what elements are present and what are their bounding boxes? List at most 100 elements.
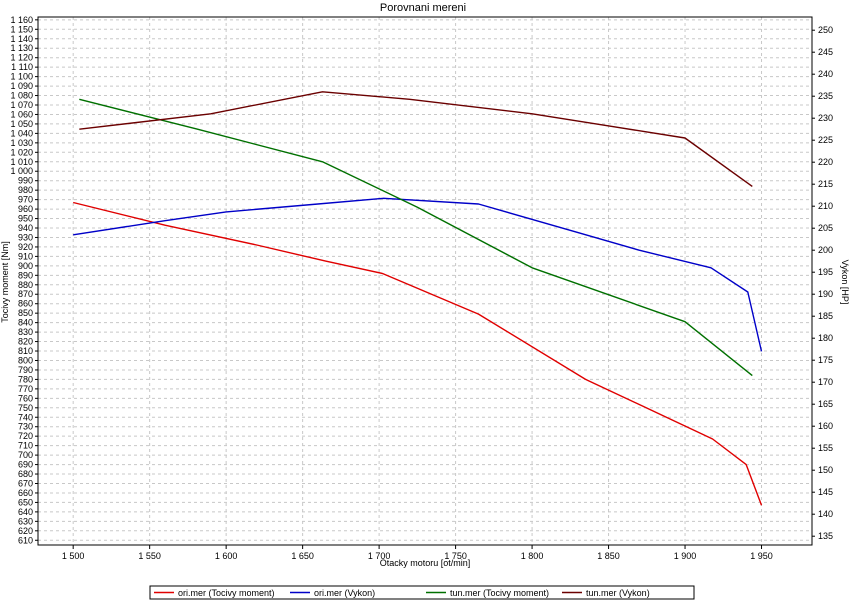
y-right-tick-label: 250 xyxy=(818,25,833,35)
y-right-tick-label: 185 xyxy=(818,311,833,321)
y-axis-right: 135 140 145 150 155 160 165 170 175 180 185 190 195 2… xyxy=(812,25,833,541)
y-left-tick-label: 740 xyxy=(18,412,33,422)
y-left-tick-label: 830 xyxy=(18,327,33,337)
y-right-tick-label: 225 xyxy=(818,135,833,145)
y-left-tick-label: 620 xyxy=(18,526,33,536)
y-left-tick-label: 730 xyxy=(18,422,33,432)
y-right-tick-label: 190 xyxy=(818,289,833,299)
legend-label: tun.mer (Vykon) xyxy=(586,588,650,598)
legend-label: ori.mer (Tocivy moment) xyxy=(178,588,275,598)
legend: ori.mer (Tocivy moment) ori.mer (Vykon) tu… xyxy=(154,588,650,598)
y-left-tick-label: 720 xyxy=(18,431,33,441)
y-right-tick-label: 220 xyxy=(818,157,833,167)
y-left-tick-label: 670 xyxy=(18,478,33,488)
y-left-tick-label: 1 120 xyxy=(10,53,33,63)
y-right-tick-label: 160 xyxy=(818,421,833,431)
y-left-tick-label: 1 100 xyxy=(10,72,33,82)
y-left-tick-label: 870 xyxy=(18,289,33,299)
y-left-tick-label: 940 xyxy=(18,223,33,233)
y-left-tick-label: 980 xyxy=(18,185,33,195)
legend-label: tun.mer (Tocivy moment) xyxy=(450,588,549,598)
y-left-tick-label: 840 xyxy=(18,318,33,328)
y-right-tick-label: 140 xyxy=(818,509,833,519)
y-right-tick-label: 205 xyxy=(818,223,833,233)
y-left-tick-label: 1 130 xyxy=(10,43,33,53)
plot-frame xyxy=(37,16,813,546)
y-left-tick-label: 860 xyxy=(18,299,33,309)
y-right-tick-label: 210 xyxy=(818,201,833,211)
y-right-tick-label: 195 xyxy=(818,267,833,277)
grid xyxy=(38,17,812,545)
y-right-tick-label: 200 xyxy=(818,245,833,255)
y-left-tick-label: 710 xyxy=(18,441,33,451)
y-left-tick-label: 1 000 xyxy=(10,166,33,176)
y-left-tick-label: 960 xyxy=(18,204,33,214)
y-right-tick-label: 170 xyxy=(818,377,833,387)
y-left-tick-label: 950 xyxy=(18,214,33,224)
y-right-tick-label: 175 xyxy=(818,355,833,365)
y-right-tick-label: 145 xyxy=(818,487,833,497)
y-left-tick-label: 1 050 xyxy=(10,119,33,129)
x-tick-label: 1 850 xyxy=(597,551,620,561)
series-line-2 xyxy=(73,197,763,352)
y-left-tick-label: 900 xyxy=(18,261,33,271)
x-tick-label: 1 600 xyxy=(215,551,238,561)
y-left-tick-label: 650 xyxy=(18,497,33,507)
y-left-tick-label: 990 xyxy=(18,176,33,186)
x-axis: 1 500 1 550 1 600 1 650 1 700 1 750 1 800 1 850… xyxy=(62,545,773,561)
y-left-tick-label: 910 xyxy=(18,251,33,261)
y-right-tick-label: 240 xyxy=(818,69,833,79)
y-left-tick-label: 1 070 xyxy=(10,100,33,110)
y-left-tick-label: 810 xyxy=(18,346,33,356)
y-left-tick-label: 790 xyxy=(18,365,33,375)
y-axis-left: 6106206306406506606706806907007107207307… xyxy=(10,15,38,545)
y-left-tick-label: 1 160 xyxy=(10,15,33,25)
y-left-tick-label: 690 xyxy=(18,460,33,470)
y-left-tick-label: 1 010 xyxy=(10,157,33,167)
legend-label: ori.mer (Vykon) xyxy=(314,588,375,598)
y-right-tick-label: 155 xyxy=(818,443,833,453)
x-tick-label: 1 650 xyxy=(291,551,314,561)
y-left-tick-label: 750 xyxy=(18,403,33,413)
y-axis-right-title: Vykon [HP] xyxy=(840,260,849,305)
y-left-tick-label: 680 xyxy=(18,469,33,479)
x-tick-label: 1 900 xyxy=(674,551,697,561)
x-tick-label: 1 550 xyxy=(138,551,161,561)
y-right-tick-label: 235 xyxy=(818,91,833,101)
series-line-4 xyxy=(79,91,753,187)
y-left-tick-label: 610 xyxy=(18,535,33,545)
legend-box xyxy=(149,585,695,600)
y-left-tick-label: 630 xyxy=(18,516,33,526)
series-line-1 xyxy=(73,201,763,506)
y-left-tick-label: 1 150 xyxy=(10,24,33,34)
x-axis-title: Otacky motoru [ot/min] xyxy=(380,558,471,568)
y-left-tick-label: 1 110 xyxy=(11,62,33,72)
y-left-tick-label: 1 090 xyxy=(10,81,33,91)
y-left-tick-label: 780 xyxy=(18,374,33,384)
y-left-tick-label: 890 xyxy=(18,270,33,280)
y-left-tick-label: 930 xyxy=(18,232,33,242)
y-left-tick-label: 1 140 xyxy=(10,34,33,44)
series-line-3 xyxy=(79,98,753,377)
y-left-tick-label: 660 xyxy=(18,488,33,498)
y-left-tick-label: 1 040 xyxy=(10,128,33,138)
y-right-tick-label: 215 xyxy=(818,179,833,189)
y-left-tick-label: 1 020 xyxy=(10,147,33,157)
x-tick-label: 1 800 xyxy=(521,551,544,561)
y-right-tick-label: 230 xyxy=(818,113,833,123)
y-right-tick-label: 165 xyxy=(818,399,833,409)
y-right-tick-label: 150 xyxy=(818,465,833,475)
y-left-tick-label: 820 xyxy=(18,337,33,347)
y-left-tick-label: 640 xyxy=(18,507,33,517)
y-right-tick-label: 180 xyxy=(818,333,833,343)
y-left-tick-label: 700 xyxy=(18,450,33,460)
x-tick-label: 1 950 xyxy=(750,551,773,561)
y-left-tick-label: 920 xyxy=(18,242,33,252)
y-left-tick-label: 760 xyxy=(18,393,33,403)
series-lines xyxy=(73,91,763,506)
y-left-tick-label: 1 080 xyxy=(10,91,33,101)
x-tick-label: 1 500 xyxy=(62,551,85,561)
y-right-tick-label: 135 xyxy=(818,531,833,541)
chart-title: Porovnani mereni xyxy=(380,2,466,14)
